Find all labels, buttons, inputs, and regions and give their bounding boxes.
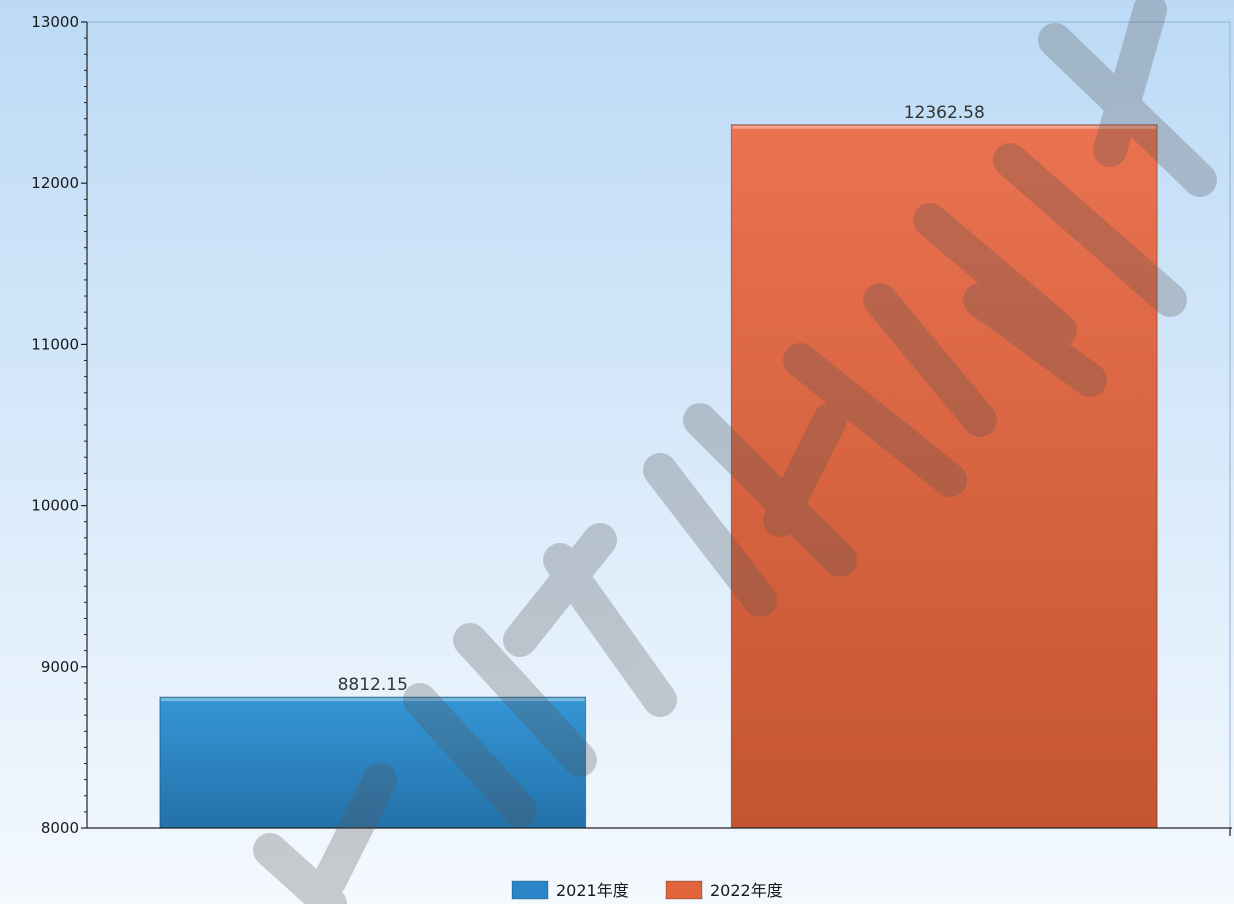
bar-2022年度	[730, 124, 1158, 829]
watermark-stroke	[453, 623, 597, 777]
watermark-stroke	[783, 343, 967, 497]
bar-highlight	[160, 698, 585, 702]
watermark-stroke	[503, 523, 617, 657]
legend: 2021年度 2022年度	[511, 880, 783, 900]
legend-label: 2022年度	[710, 881, 783, 900]
watermark-stroke	[313, 763, 397, 897]
bar-2021年度	[159, 696, 587, 829]
y-tick-label: 10000	[31, 497, 79, 515]
y-tick-label: 12000	[31, 174, 79, 192]
watermark-stroke	[1038, 23, 1217, 197]
watermark-stroke	[1093, 0, 1167, 167]
data-labels-layer: 8812.15 12362.58	[338, 103, 985, 695]
watermark-layer	[253, 0, 1217, 904]
watermark-stroke	[253, 833, 347, 904]
y-tick-label: 8000	[41, 819, 79, 837]
watermark-stroke	[643, 453, 777, 617]
watermark-stroke	[913, 203, 1077, 347]
y-tick-label: 9000	[41, 658, 79, 676]
watermark-stroke	[683, 403, 857, 577]
legend-swatch	[511, 880, 549, 900]
y-tick-label: 11000	[31, 335, 79, 353]
watermark-stroke	[403, 683, 537, 827]
legend-swatch	[665, 880, 703, 900]
data-label: 12362.58	[904, 103, 985, 123]
watermark-stroke	[543, 543, 677, 717]
watermark-stroke	[963, 283, 1107, 397]
watermark-stroke	[863, 283, 997, 437]
data-label: 8812.15	[338, 675, 408, 695]
watermark-stroke	[993, 143, 1187, 317]
y-axis: 8000 9000 10000 11000 12000 13000	[31, 13, 1231, 837]
y-tick-label: 13000	[31, 13, 79, 31]
bar-highlight	[732, 125, 1157, 129]
watermark-stroke	[763, 403, 847, 537]
legend-label: 2021年度	[556, 881, 629, 900]
bars-layer	[159, 124, 1158, 829]
